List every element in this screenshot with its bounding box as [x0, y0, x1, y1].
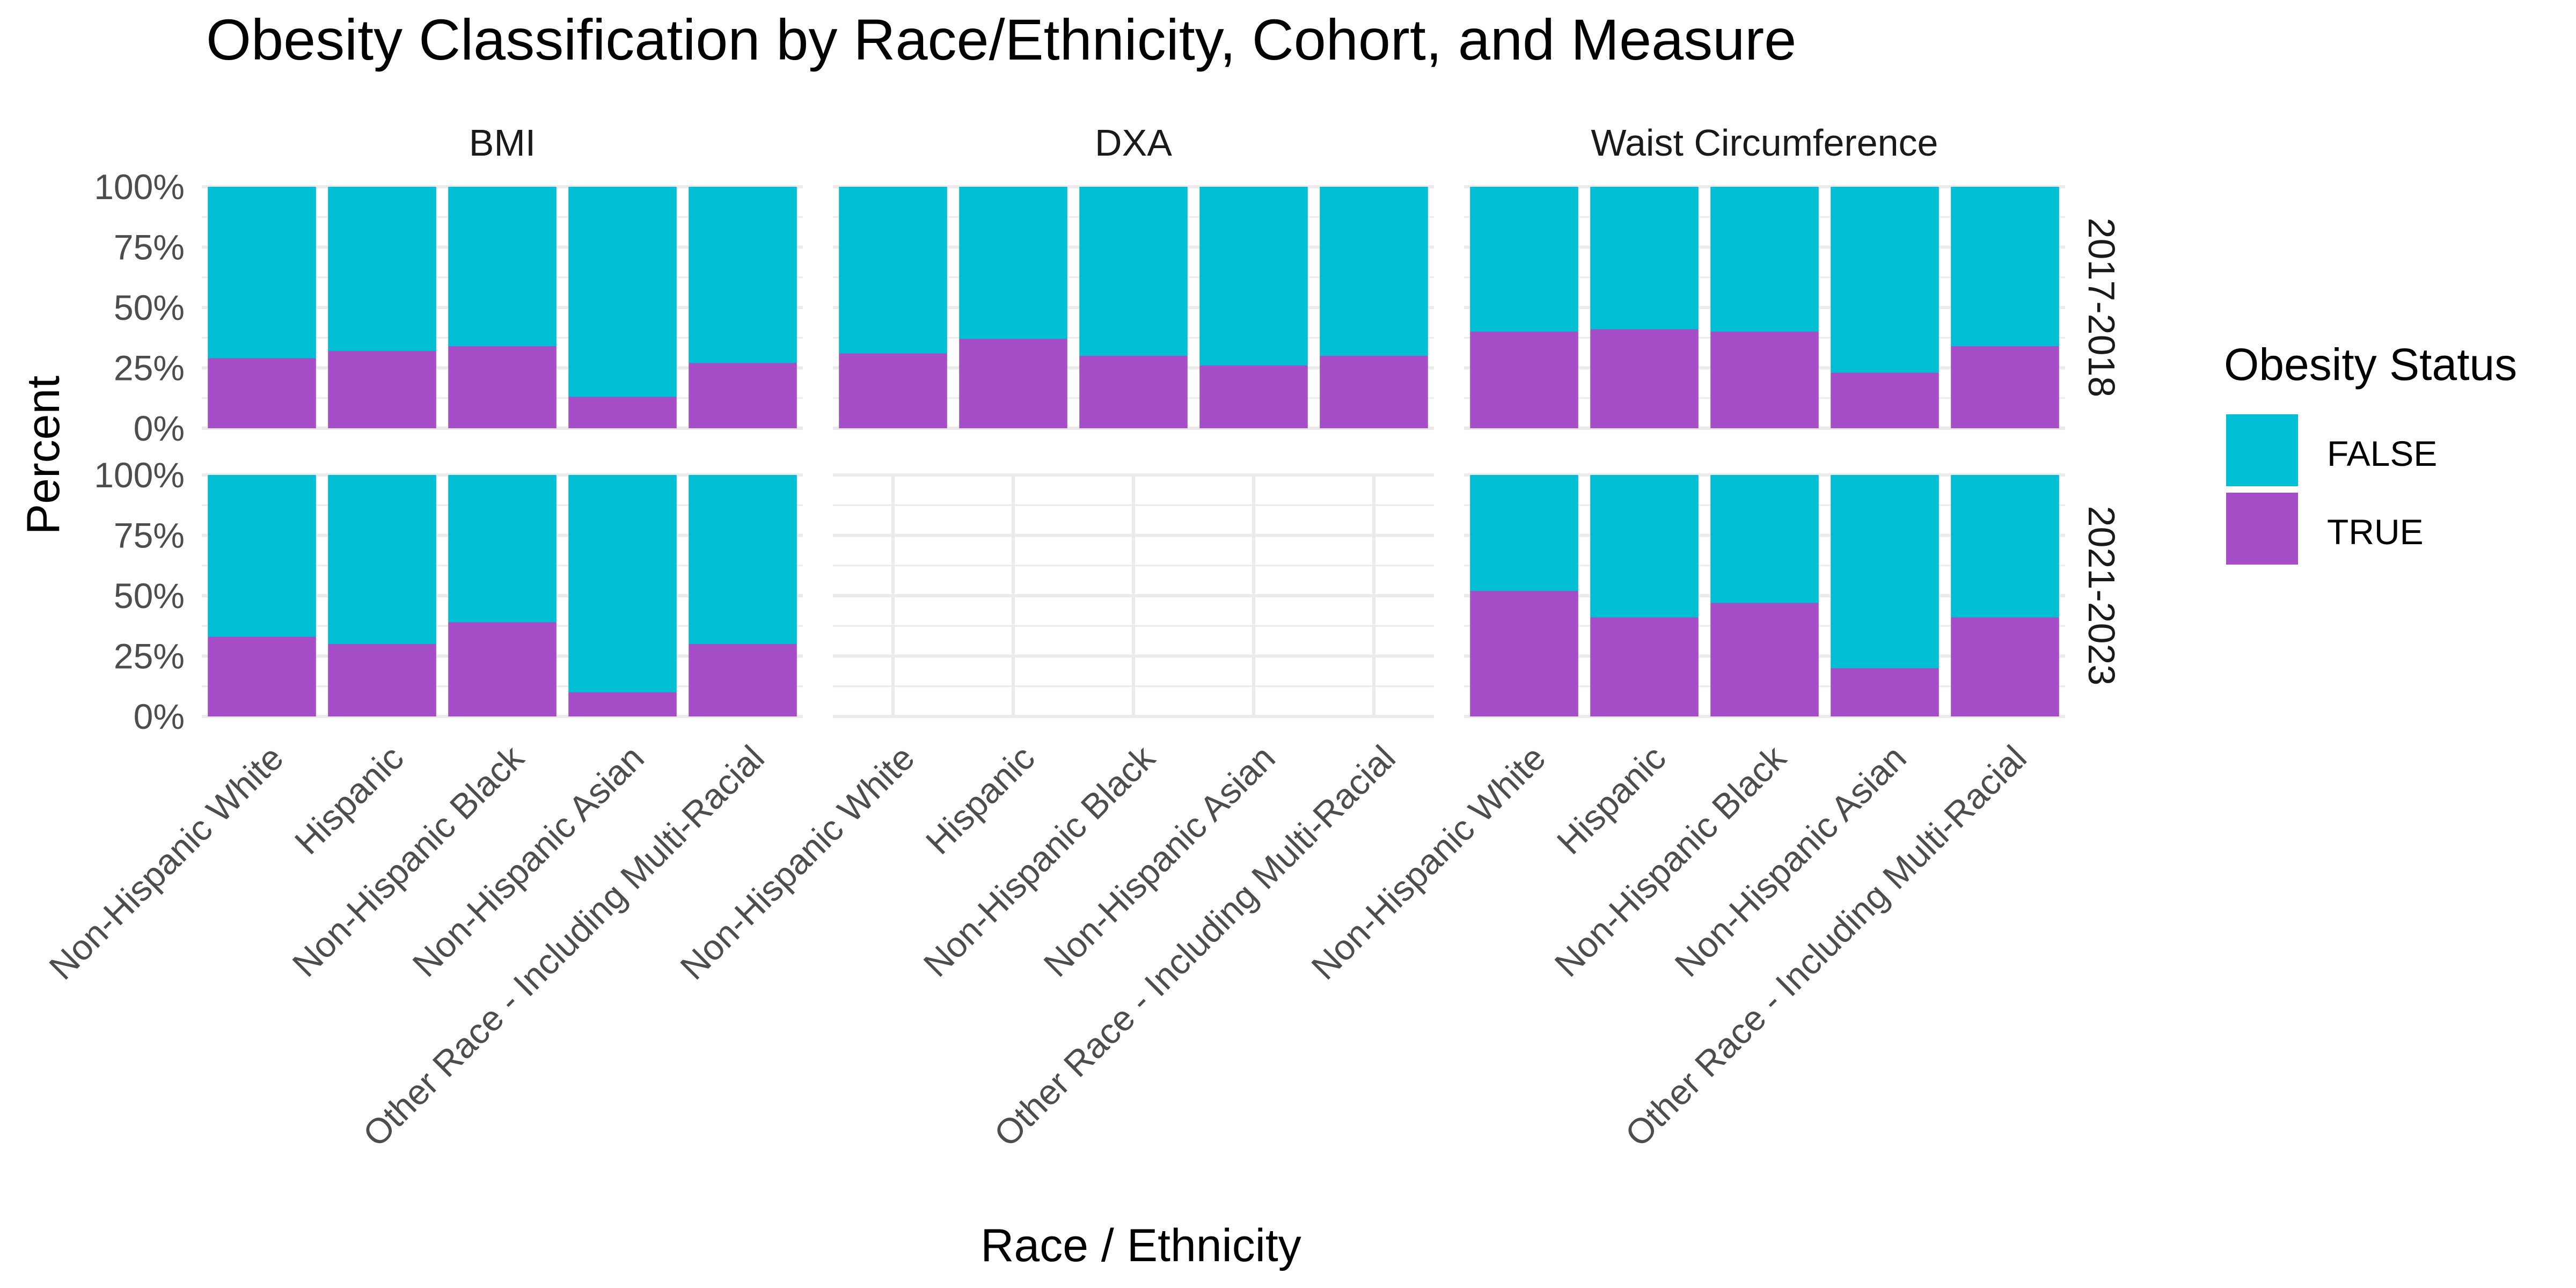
panel-waist-circumference-2017-2018 — [1464, 185, 2065, 430]
bar-false-non-hispanic-white — [1470, 475, 1578, 591]
y-tick-label: 75% — [114, 228, 185, 267]
bar-true-other-race-including-multi-racial — [1951, 346, 2059, 428]
bar-false-non-hispanic-asian — [568, 187, 677, 397]
panel-dxa-2021-2023 — [833, 473, 1434, 718]
bar-true-non-hispanic-asian — [568, 692, 677, 716]
legend-title: Obesity Status — [2224, 339, 2517, 390]
y-tick-label: 50% — [114, 576, 185, 616]
bar-false-non-hispanic-asian — [1199, 187, 1308, 365]
bar-true-hispanic — [959, 339, 1067, 428]
bar-true-hispanic — [328, 351, 436, 428]
bar-true-non-hispanic-asian — [1831, 372, 1939, 428]
strip-label-2021-2023: 2021-2023 — [2081, 506, 2123, 686]
y-tick-label: 0% — [134, 408, 185, 448]
bar-false-non-hispanic-white — [839, 187, 947, 354]
bar-true-non-hispanic-asian — [1199, 365, 1308, 428]
strip-label-dxa: DXA — [1095, 122, 1172, 164]
panel-bmi-2017-2018 — [202, 185, 803, 430]
panel-dxa-2017-2018 — [833, 185, 1434, 430]
bar-false-non-hispanic-black — [1710, 475, 1819, 603]
bar-true-non-hispanic-asian — [1831, 668, 1939, 716]
bar-false-hispanic — [959, 187, 1067, 339]
strip-label-2017-2018: 2017-2018 — [2081, 218, 2123, 398]
y-tick-label: 75% — [114, 516, 185, 555]
bar-true-non-hispanic-white — [1470, 591, 1578, 716]
bar-false-non-hispanic-black — [448, 187, 557, 346]
legend-swatch-false — [2226, 414, 2298, 486]
bar-false-non-hispanic-asian — [568, 475, 677, 692]
y-tick-label: 0% — [134, 697, 185, 736]
bar-true-non-hispanic-white — [208, 636, 316, 716]
panel-bmi-2021-2023 — [202, 473, 803, 718]
bar-false-other-race-including-multi-racial — [1320, 187, 1428, 356]
bar-false-non-hispanic-black — [448, 475, 557, 623]
legend-label-false: FALSE — [2327, 434, 2437, 473]
bar-false-other-race-including-multi-racial — [1951, 475, 2059, 618]
x-axis-label: Race / Ethnicity — [980, 1220, 1301, 1271]
y-tick-label: 25% — [114, 348, 185, 388]
bar-true-other-race-including-multi-racial — [689, 644, 797, 716]
legend-swatch-true — [2226, 493, 2298, 565]
bar-false-non-hispanic-asian — [1831, 187, 1939, 373]
bar-true-other-race-including-multi-racial — [1320, 356, 1428, 428]
bar-true-non-hispanic-white — [1470, 332, 1578, 428]
bar-false-hispanic — [328, 187, 436, 351]
bar-true-non-hispanic-white — [839, 353, 947, 428]
y-tick-label: 50% — [114, 288, 185, 327]
y-tick-label: 100% — [94, 167, 185, 207]
bar-false-hispanic — [1590, 475, 1699, 618]
bar-true-non-hispanic-black — [1079, 356, 1188, 428]
bar-true-non-hispanic-asian — [568, 397, 677, 428]
bar-false-non-hispanic-black — [1710, 187, 1819, 332]
bar-false-hispanic — [328, 475, 436, 644]
bar-false-non-hispanic-white — [208, 475, 316, 637]
legend-label-true: TRUE — [2327, 512, 2424, 552]
bar-false-non-hispanic-white — [208, 187, 316, 358]
bar-false-other-race-including-multi-racial — [689, 187, 797, 363]
bar-false-hispanic — [1590, 187, 1699, 330]
legend: Obesity Status FALSE TRUE — [2224, 339, 2517, 565]
strip-label-waist-circumference: Waist Circumference — [1591, 122, 1938, 164]
bar-true-hispanic — [328, 644, 436, 716]
strip-label-bmi: BMI — [469, 122, 536, 164]
bar-false-other-race-including-multi-racial — [1951, 187, 2059, 346]
bar-true-non-hispanic-black — [1710, 332, 1819, 428]
bar-true-non-hispanic-black — [1710, 603, 1819, 716]
bar-true-non-hispanic-black — [448, 622, 557, 716]
panel-waist-circumference-2021-2023 — [1464, 473, 2065, 718]
bar-false-non-hispanic-asian — [1831, 475, 1939, 668]
bar-false-non-hispanic-black — [1079, 187, 1188, 356]
bar-false-other-race-including-multi-racial — [689, 475, 797, 644]
bar-true-non-hispanic-black — [448, 346, 557, 428]
bar-true-hispanic — [1590, 329, 1699, 428]
bar-true-other-race-including-multi-racial — [689, 363, 797, 428]
chart-title: Obesity Classification by Race/Ethnicity… — [206, 7, 1796, 72]
y-tick-label: 25% — [114, 636, 185, 676]
bar-true-other-race-including-multi-racial — [1951, 617, 2059, 716]
bar-true-hispanic — [1590, 617, 1699, 716]
y-tick-label: 100% — [94, 455, 185, 495]
bar-false-non-hispanic-white — [1470, 187, 1578, 332]
y-axis-label: Percent — [18, 376, 69, 535]
bar-true-non-hispanic-white — [208, 358, 316, 428]
